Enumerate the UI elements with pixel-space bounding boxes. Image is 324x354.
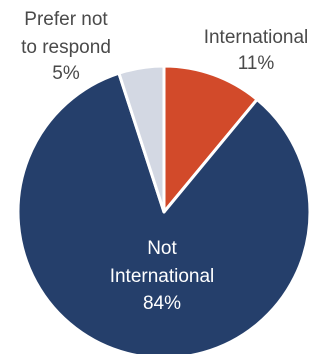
pie-slice-not-international [16,71,312,354]
pie-slice-prefer-not-to-respond [117,64,166,214]
label-prefer-not-line2: to respond [21,37,111,58]
pie-slice-international [162,64,259,214]
label-not-international-value: 84% [143,293,181,314]
label-not-international-line2: International [110,266,215,287]
label-prefer-not-line1: Prefer not [24,9,108,30]
label-prefer-not-value: 5% [52,63,80,84]
pie-slices [16,64,312,354]
label-international-value: 11% [238,53,275,74]
label-international-name: International [204,27,309,48]
label-not-international-line1: Not [147,238,177,259]
